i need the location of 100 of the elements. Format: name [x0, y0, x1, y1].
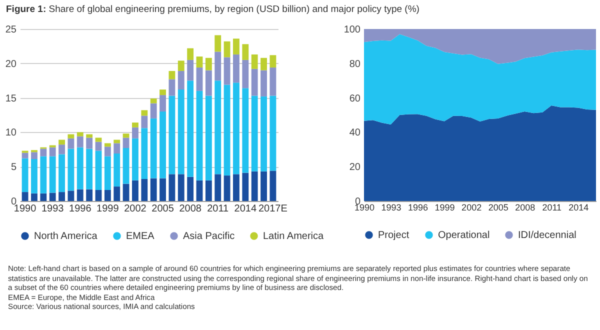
x-tick-label: 1993 [381, 202, 402, 212]
bar [260, 58, 267, 70]
bar [104, 156, 111, 190]
bar [160, 112, 166, 178]
bar [187, 176, 194, 201]
bar [150, 118, 157, 178]
bar [49, 147, 56, 156]
bar [132, 127, 138, 138]
bar [205, 58, 212, 70]
bar [141, 110, 148, 116]
bar [68, 148, 74, 191]
bar [104, 190, 111, 201]
legend-label: North America [34, 231, 98, 242]
bar [214, 35, 222, 52]
bar [141, 178, 148, 201]
x-tick-label: 2008 [179, 204, 202, 214]
bar [168, 70, 176, 80]
x-tick-label: 2008 [515, 202, 536, 212]
bar [58, 192, 65, 201]
bar [95, 190, 102, 201]
bar [104, 146, 111, 156]
x-tick-label: 2011 [542, 202, 562, 212]
x-tick-label: 1990 [14, 204, 37, 214]
bar [132, 138, 138, 180]
x-tick-label: 2002 [462, 202, 482, 212]
y-tick-label: 5 [10, 162, 17, 174]
bar [196, 180, 203, 201]
bar [150, 178, 157, 201]
bar [224, 84, 230, 176]
bar [122, 148, 130, 184]
bar [251, 54, 258, 69]
x-tick-label: 2014 [234, 204, 257, 214]
bar [260, 70, 267, 96]
y-tick-label: 100 [344, 24, 361, 36]
bar [95, 142, 102, 151]
bar [160, 90, 166, 96]
bar [178, 70, 184, 90]
bar [114, 143, 120, 154]
x-tick-label: 1999 [434, 202, 455, 212]
bar [251, 96, 258, 172]
bar [187, 48, 194, 60]
bar [233, 82, 240, 174]
bar [224, 57, 230, 85]
y-tick-label: 25 [5, 24, 17, 36]
bar [31, 193, 38, 201]
bar [141, 128, 148, 179]
bar [58, 154, 65, 192]
bar [242, 44, 249, 60]
bar [233, 174, 240, 201]
bar [49, 192, 56, 201]
x-tick-label: 2011 [207, 204, 230, 214]
x-tick-label: 1999 [96, 204, 120, 214]
bar [160, 178, 166, 201]
bar [196, 56, 203, 68]
legend-label: EMEA [126, 231, 155, 242]
bar [114, 154, 120, 187]
bar [22, 158, 28, 192]
bar [68, 190, 74, 201]
x-tick-label: 1996 [69, 204, 92, 214]
y-tick-label: 15 [5, 93, 17, 104]
bar [114, 186, 120, 201]
bar [214, 52, 222, 81]
x-tick-label: 2002 [124, 204, 147, 214]
bar [233, 54, 240, 83]
bar [205, 70, 212, 96]
bar [76, 132, 84, 136]
bar [233, 38, 240, 54]
legend-label: Asia Pacific [183, 231, 235, 242]
bar [58, 140, 65, 145]
bar [122, 138, 130, 148]
chart-title: Figure 1: Share of global engineering premiums, by region (USD billion) and major policy type (%) [5, 3, 420, 17]
bar [187, 60, 194, 81]
bar [251, 171, 258, 201]
x-tick-label: 1993 [41, 204, 64, 214]
y-tick-label: 40 [349, 128, 361, 139]
y-tick-label: 80 [349, 58, 361, 70]
x-tick-label: 1990 [354, 202, 375, 212]
bar [141, 116, 148, 128]
legend-label: Latin America [263, 231, 324, 242]
bar [122, 134, 130, 138]
legend-label: IDI/decennial [518, 230, 576, 241]
bar [224, 41, 230, 58]
bar [86, 138, 93, 149]
bar [31, 152, 38, 160]
bar [76, 189, 84, 201]
bar [168, 79, 176, 96]
bar [242, 172, 249, 201]
bar [76, 147, 84, 190]
bar [40, 156, 47, 194]
bar [68, 138, 74, 149]
bar [104, 143, 111, 147]
y-tick-label: 10 [5, 128, 17, 139]
bar [178, 90, 184, 174]
x-tick-label: 2005 [488, 202, 508, 212]
bar [40, 193, 47, 201]
bar [205, 180, 212, 201]
bar [160, 95, 166, 112]
y-tick-label: 60 [349, 93, 361, 104]
bar [205, 96, 212, 180]
bar [86, 148, 93, 190]
